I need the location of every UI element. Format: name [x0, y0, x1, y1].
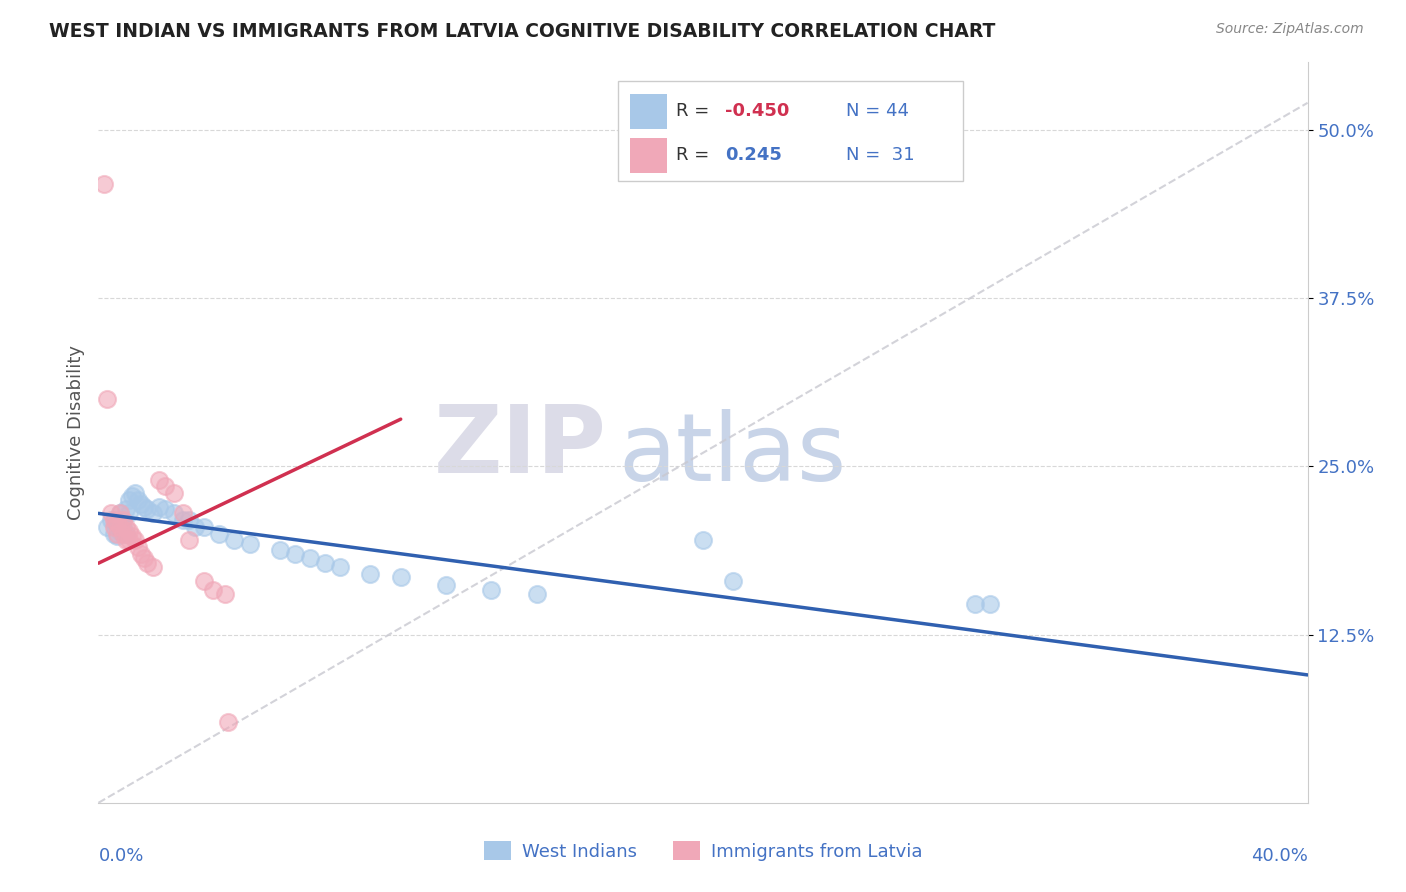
- Point: [163, 507, 186, 521]
- Point: [103, 513, 125, 527]
- Point: [114, 526, 136, 541]
- Point: [224, 533, 246, 548]
- Point: [132, 550, 155, 565]
- Point: [124, 486, 146, 500]
- Text: N = 44: N = 44: [845, 102, 908, 120]
- Point: [148, 500, 170, 514]
- Point: [163, 486, 186, 500]
- Point: [121, 489, 143, 503]
- Point: [979, 597, 1001, 611]
- Point: [284, 547, 307, 561]
- Point: [105, 526, 128, 541]
- Point: [142, 507, 165, 521]
- Bar: [630, 94, 666, 129]
- Point: [118, 507, 141, 521]
- Text: 0.245: 0.245: [724, 146, 782, 164]
- Point: [299, 550, 322, 565]
- Point: [135, 556, 157, 570]
- Point: [96, 392, 118, 406]
- Text: WEST INDIAN VS IMMIGRANTS FROM LATVIA COGNITIVE DISABILITY CORRELATION CHART: WEST INDIAN VS IMMIGRANTS FROM LATVIA CO…: [49, 22, 995, 41]
- Point: [100, 507, 122, 521]
- Point: [314, 556, 336, 570]
- Point: [208, 526, 231, 541]
- Point: [114, 502, 136, 516]
- Point: [105, 516, 128, 530]
- Point: [118, 533, 141, 548]
- Point: [132, 500, 155, 514]
- Point: [111, 513, 134, 527]
- Point: [121, 529, 143, 543]
- Bar: [630, 138, 666, 173]
- Y-axis label: Cognitive Disability: Cognitive Disability: [66, 345, 84, 520]
- Point: [96, 520, 118, 534]
- Point: [193, 574, 215, 588]
- Point: [214, 587, 236, 601]
- Point: [129, 547, 152, 561]
- Point: [179, 513, 201, 527]
- Point: [153, 479, 176, 493]
- Point: [108, 524, 131, 538]
- Point: [103, 520, 125, 534]
- Point: [135, 502, 157, 516]
- Text: R =: R =: [676, 102, 716, 120]
- Point: [481, 583, 503, 598]
- Point: [127, 492, 149, 507]
- Point: [105, 529, 128, 543]
- Point: [124, 533, 146, 548]
- Point: [389, 569, 412, 583]
- Point: [111, 526, 134, 541]
- Text: ZIP: ZIP: [433, 401, 606, 493]
- Point: [111, 513, 134, 527]
- Point: [172, 507, 194, 521]
- Text: R =: R =: [676, 146, 721, 164]
- Point: [127, 540, 149, 554]
- Point: [329, 560, 352, 574]
- Point: [100, 513, 122, 527]
- Point: [723, 574, 745, 588]
- Point: [108, 507, 131, 521]
- Point: [118, 492, 141, 507]
- Point: [172, 513, 194, 527]
- Text: -0.450: -0.450: [724, 102, 789, 120]
- Point: [105, 516, 128, 530]
- Text: atlas: atlas: [619, 409, 846, 500]
- Text: Source: ZipAtlas.com: Source: ZipAtlas.com: [1216, 22, 1364, 37]
- Point: [269, 542, 291, 557]
- Point: [153, 502, 176, 516]
- Point: [93, 177, 115, 191]
- Point: [202, 583, 225, 598]
- FancyBboxPatch shape: [619, 81, 963, 181]
- Point: [965, 597, 987, 611]
- Point: [142, 560, 165, 574]
- Point: [184, 520, 207, 534]
- Point: [111, 520, 134, 534]
- Point: [114, 520, 136, 534]
- Point: [360, 566, 382, 581]
- Point: [193, 520, 215, 534]
- Point: [239, 537, 262, 551]
- Point: [103, 526, 125, 541]
- Point: [129, 497, 152, 511]
- Text: 40.0%: 40.0%: [1251, 847, 1308, 865]
- Point: [114, 533, 136, 548]
- Text: N =  31: N = 31: [845, 146, 914, 164]
- Point: [118, 524, 141, 538]
- Point: [179, 533, 201, 548]
- Point: [217, 714, 239, 729]
- Point: [108, 507, 131, 521]
- Point: [526, 587, 548, 601]
- Legend: West Indians, Immigrants from Latvia: West Indians, Immigrants from Latvia: [477, 834, 929, 868]
- Point: [108, 520, 131, 534]
- Point: [148, 473, 170, 487]
- Text: 0.0%: 0.0%: [98, 847, 143, 865]
- Point: [692, 533, 714, 548]
- Point: [434, 578, 457, 592]
